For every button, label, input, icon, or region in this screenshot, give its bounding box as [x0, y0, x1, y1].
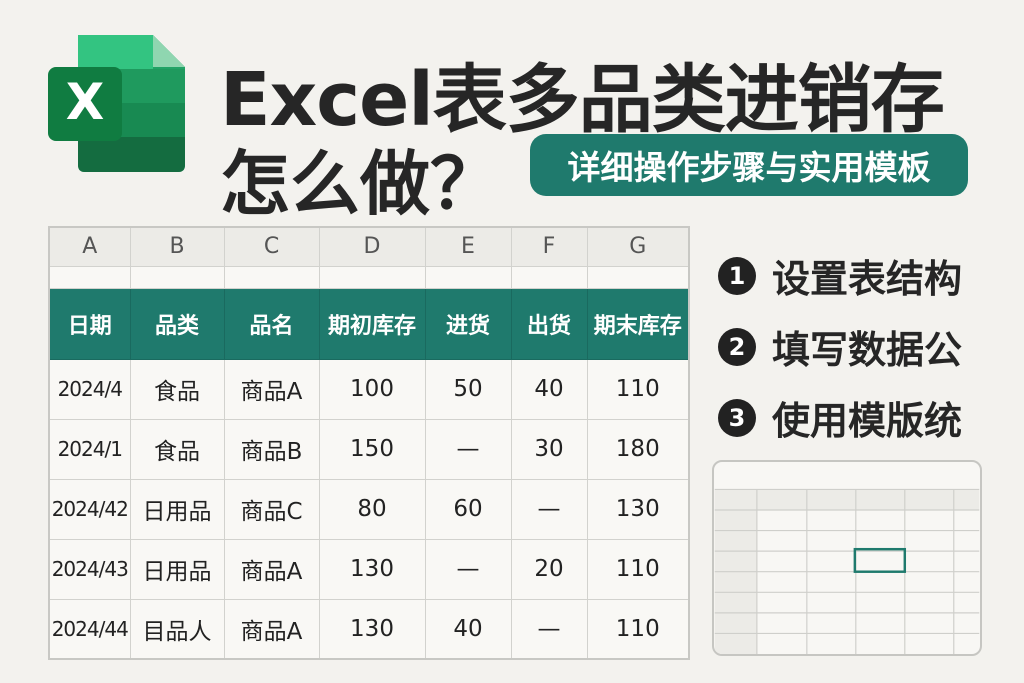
table-cell[interactable]: —: [510, 478, 588, 540]
table-cell[interactable]: —: [424, 418, 512, 480]
column-letter[interactable]: B: [129, 226, 225, 267]
table-cell[interactable]: 2024/43: [48, 538, 131, 600]
table-cell[interactable]: 130: [586, 478, 690, 540]
table-cell[interactable]: 商品A: [223, 538, 320, 600]
table-cell[interactable]: 150: [318, 418, 426, 480]
excel-logo-icon: X: [48, 35, 185, 172]
header-cell[interactable]: 品类: [129, 287, 225, 360]
mini-spreadsheet-illustration: [712, 460, 982, 656]
table-cell[interactable]: —: [424, 538, 512, 600]
table-cell[interactable]: 商品A: [223, 598, 320, 660]
table-row: 2024/44 目品人 商品A 130 40—110: [48, 598, 690, 660]
header-cell[interactable]: 期末库存: [586, 287, 690, 360]
table-cell[interactable]: 130: [318, 598, 426, 660]
table-cell[interactable]: 110: [586, 358, 690, 420]
column-letter[interactable]: F: [510, 226, 588, 267]
table-cell[interactable]: 40: [424, 598, 512, 660]
table-cell[interactable]: 20: [510, 538, 588, 600]
table-cell[interactable]: 2024/42: [48, 478, 131, 540]
table-cell[interactable]: 40: [510, 358, 588, 420]
column-letter[interactable]: A: [48, 226, 131, 267]
column-header-strip: [714, 489, 980, 510]
table-row: 2024/43 日用品 商品A 130—20 110: [48, 538, 690, 600]
header-cell[interactable]: 出货: [510, 287, 588, 360]
table-cell[interactable]: 50: [424, 358, 512, 420]
svg-text:X: X: [66, 73, 105, 131]
table-row: 2024/42 日用品 商品C 80 60—130: [48, 478, 690, 540]
table-cell[interactable]: 商品C: [223, 478, 320, 540]
step-text: 填写数据公: [772, 328, 963, 372]
selected-cell: [853, 547, 907, 573]
header-cell[interactable]: 期初库存: [318, 287, 426, 360]
column-letter[interactable]: G: [586, 226, 690, 267]
table-cell[interactable]: 目品人: [129, 598, 225, 660]
title-line-1: Excel表多品类进销存: [220, 57, 945, 143]
table-cell[interactable]: 日用品: [129, 478, 225, 540]
column-letter[interactable]: E: [424, 226, 512, 267]
header-cell[interactable]: 品名: [223, 287, 320, 360]
table-cell[interactable]: 110: [586, 538, 690, 600]
table-cell[interactable]: 2024/4: [48, 358, 131, 420]
table-cell[interactable]: 100: [318, 358, 426, 420]
table-cell[interactable]: 30: [510, 418, 588, 480]
header-cell[interactable]: 日期: [48, 287, 131, 360]
step-text: 使用模版统: [772, 399, 963, 443]
step-item: 3 使用模版统: [718, 382, 962, 453]
table-cell[interactable]: —: [510, 598, 588, 660]
steps-list: 1 设置表结构 2 填写数据公 3 使用模版统: [718, 240, 962, 453]
table-cell[interactable]: 2024/44: [48, 598, 131, 660]
table-cell[interactable]: 商品B: [223, 418, 320, 480]
table-cell[interactable]: 日用品: [129, 538, 225, 600]
step-item: 2 填写数据公: [718, 311, 962, 382]
table-cell[interactable]: 食品: [129, 358, 225, 420]
step-number-icon: 1: [718, 256, 756, 295]
table-cell[interactable]: 2024/1: [48, 418, 131, 480]
table-cell[interactable]: 食品: [129, 418, 225, 480]
blank-row: [48, 265, 690, 289]
title-line-2: 怎么做？: [220, 143, 500, 225]
step-item: 1 设置表结构: [718, 240, 962, 311]
column-letter[interactable]: D: [318, 226, 426, 267]
table-cell[interactable]: 60: [424, 478, 512, 540]
column-letter[interactable]: C: [223, 226, 320, 267]
table-row: 2024/1 食品 商品B 150—30 180: [48, 418, 690, 480]
table-cell[interactable]: 180: [586, 418, 690, 480]
header-cell[interactable]: 进货: [424, 287, 512, 360]
table-cell[interactable]: 商品A: [223, 358, 320, 420]
step-number-icon: 3: [718, 398, 756, 437]
table-row: 2024/4 食品 商品A 100 50 40 110: [48, 358, 690, 420]
step-number-icon: 2: [718, 327, 756, 366]
subtitle-badge: 详细操作步骤与实用模板: [530, 134, 968, 196]
table-cell[interactable]: 130: [318, 538, 426, 600]
step-text: 设置表结构: [772, 257, 963, 301]
table-cell[interactable]: 80: [318, 478, 426, 540]
header-row: 日期 品类 品名 期初库存 进货 出货 期末库存: [48, 287, 690, 360]
table-cell[interactable]: 110: [586, 598, 690, 660]
